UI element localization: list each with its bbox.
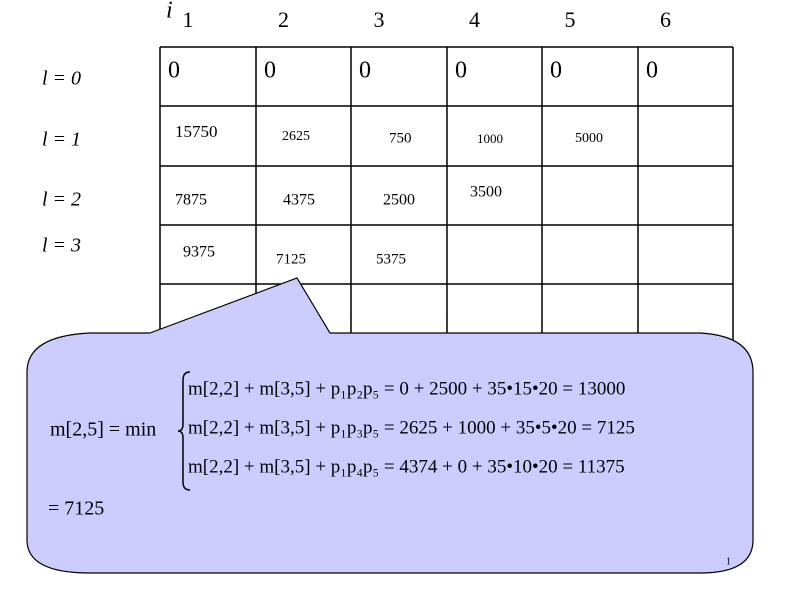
callout-cases: m[2,2] + m[3,5] + p₁p₂p₅ = 0 + 2500 + 35… [188,378,635,477]
column-headers: 1 2 3 4 5 6 [183,7,672,32]
callout-case: m[2,2] + m[3,5] + p₁p₃p₅ = 2625 + 1000 +… [188,417,635,438]
table-cell: 0 [168,58,180,84]
row-label: l = 1 [42,129,81,151]
table-cell: 750 [389,130,412,146]
column-header: 6 [660,7,671,32]
callout-lhs: m[2,5] = min [50,419,156,441]
table-cell: 0 [646,58,658,84]
table-cell: 5375 [376,251,406,267]
table-cell: 1000 [477,131,503,146]
row-labels: l = 0 l = 1 l = 2 l = 3 [42,68,81,257]
table-cell: 0 [455,58,467,84]
column-header: 2 [278,7,289,32]
callout-result: = 7125 [48,498,104,520]
row-label: l = 3 [42,235,81,257]
table-cell: 2625 [282,129,310,144]
column-header: 4 [469,7,480,32]
table-cell: 0 [264,58,276,84]
table-cell: 4375 [283,192,315,209]
table-cell: 7875 [175,192,207,209]
table-cell: 2500 [383,192,415,209]
brace [177,371,191,491]
table-cell: 15750 [175,122,218,141]
table-cell: 0 [359,58,371,84]
table-cell: 0 [550,58,562,84]
table-cell: 5000 [575,131,603,146]
page-number: 1 [726,556,731,567]
row-label: l = 2 [42,189,81,211]
callout-case: m[2,2] + m[3,5] + p₁p₂p₅ = 0 + 2500 + 35… [188,378,625,399]
column-header: 5 [565,7,576,32]
callout-case: m[2,2] + m[3,5] + p₁p₄p₅ = 4374 + 0 + 35… [188,456,625,477]
column-header: 3 [374,7,385,32]
table-cell: 3500 [470,184,502,201]
table-cells: 0 0 0 0 0 0 15750 2625 750 1000 5000 7875 4375 2500 35… [168,58,658,268]
table-cell: 7125 [276,251,306,267]
column-header: 1 [183,7,194,32]
row-label: l = 0 [42,68,81,90]
index-label: i [166,0,173,24]
callout-bubble [26,277,754,574]
table-cell: 9375 [183,244,215,261]
